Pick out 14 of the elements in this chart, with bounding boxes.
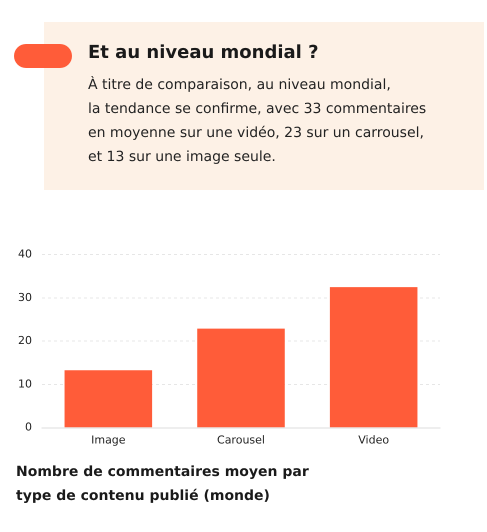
bar [330,287,418,428]
text: Nombre de commentaires moyen par type de contenu publié (monde) [16,463,310,506]
y-tick-label: 20 [18,334,32,348]
chart-title: Et au niveau mondial ? [88,42,319,63]
bar [64,370,152,428]
chart-subtitle: À titre de comparaison, au niveau mondial, la tendance se confirme, avec 33 commentaires en moyenne sur une vidéo, 23 sur un carrousel, et 13 sur une image seule. [88,75,428,167]
y-tick-label: 40 [18,247,32,260]
y-tick-label: 0 [24,420,32,434]
x-tick-label: Carousel [217,433,265,446]
x-tick-label: Image [91,433,126,446]
y-tick-label: 30 [18,290,32,304]
bar [197,328,285,428]
x-tick-label: Video [358,433,390,446]
y-tick-label: 10 [18,377,32,390]
